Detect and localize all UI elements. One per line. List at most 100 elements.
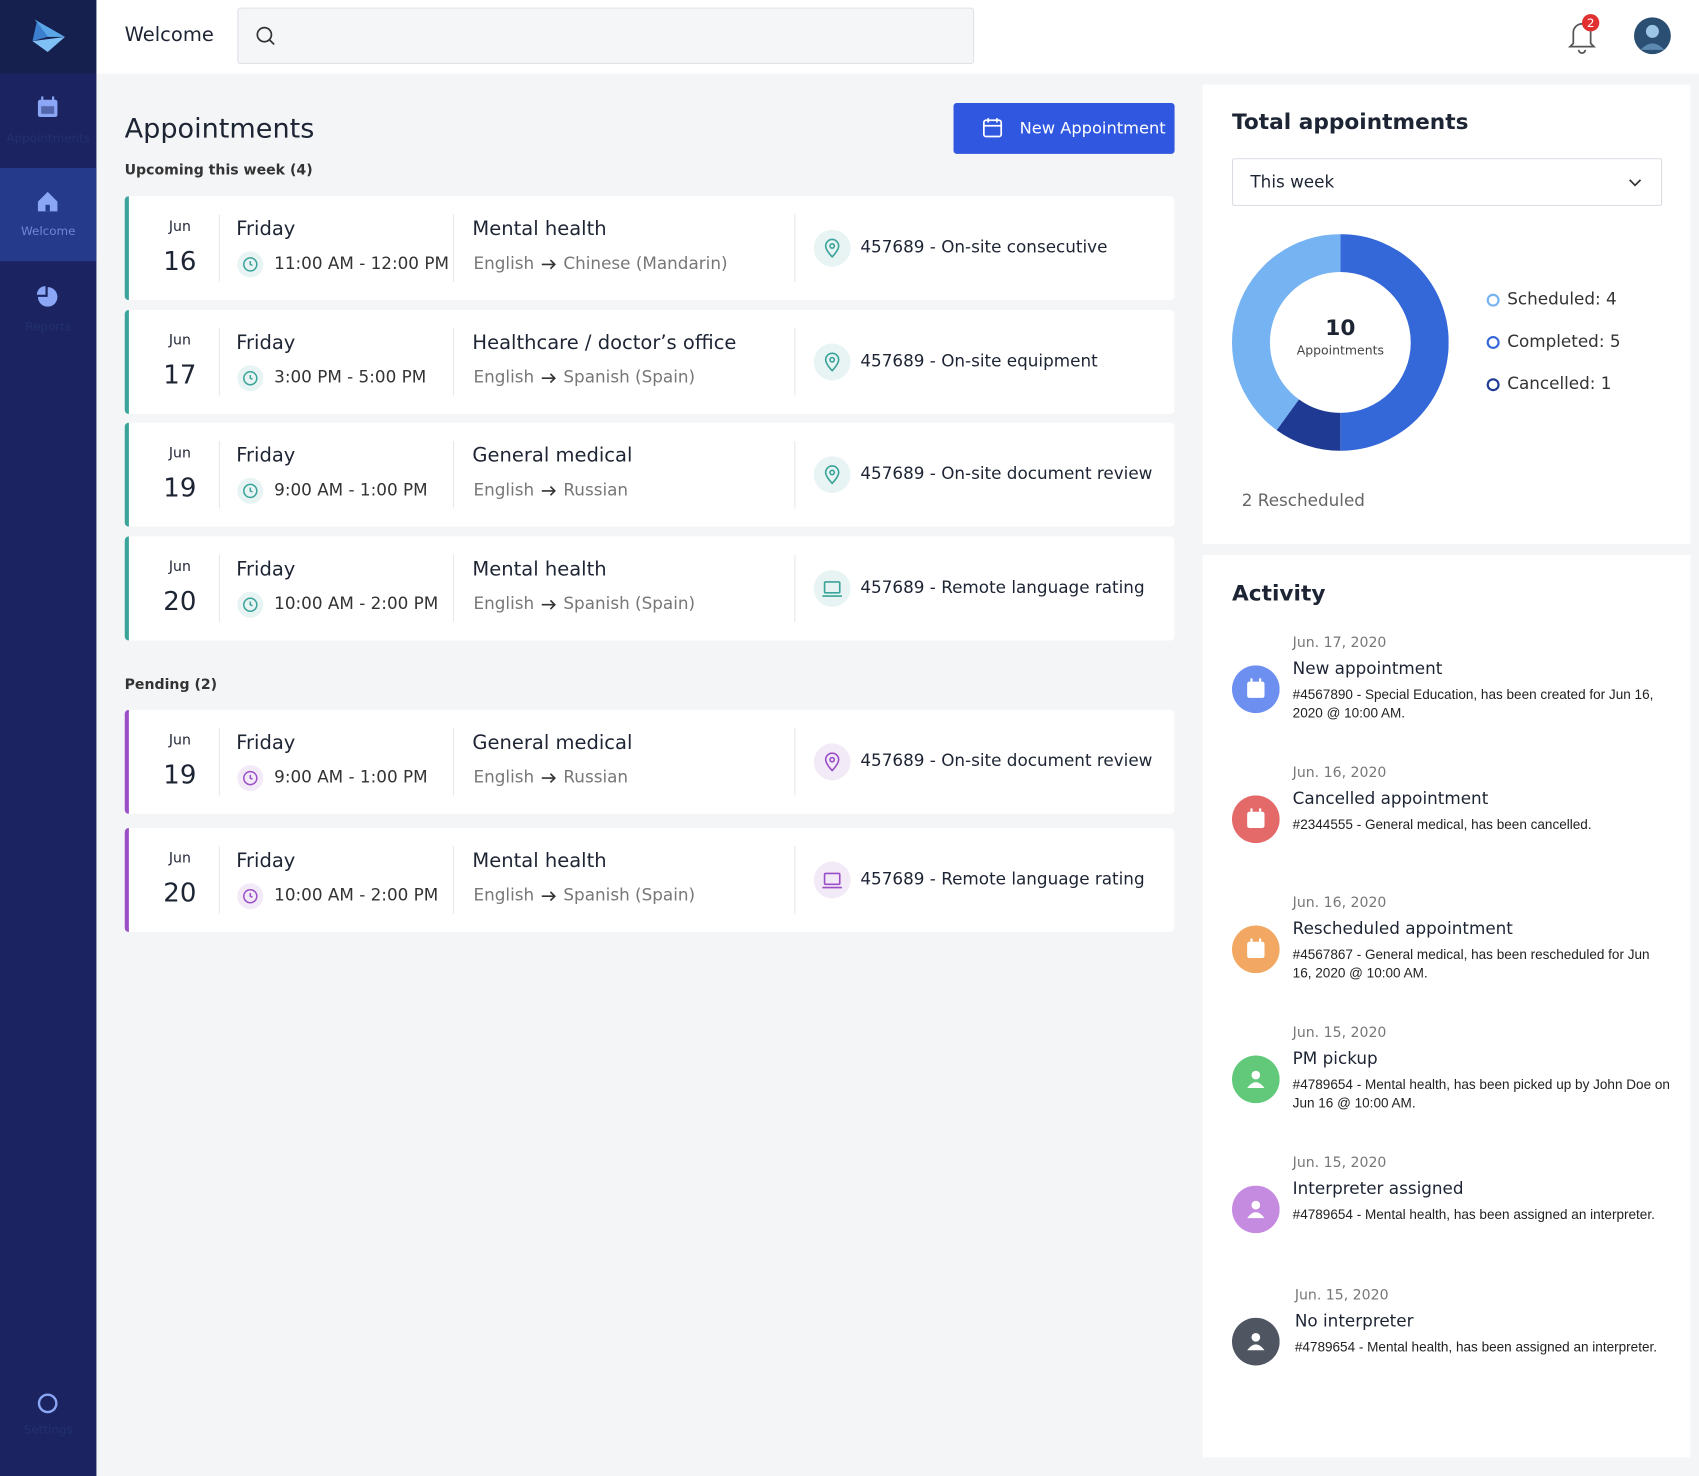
header-title: Welcome [124,23,214,47]
activity-text: #4789654 - Mental health, has been picke… [1292,1077,1670,1111]
time: 10:00 AM - 2:00 PM [274,593,439,614]
divider [794,441,796,509]
time: 9:00 AM - 1:00 PM [274,480,428,500]
activity-date: Jun. 16, 2020 [1292,895,1387,912]
language-to: Russian [563,480,629,500]
location: 457689 - On-site consecutive [860,237,1108,257]
donut-segment [1276,399,1341,451]
nav-label: Welcome [20,224,76,239]
nav-label: Appointments [6,131,90,146]
divider [218,441,220,509]
language-from: English [473,767,535,787]
activity-text: #4567890 - Special Education, has been c… [1292,687,1654,721]
activity-panel [1202,554,1691,1458]
language-to: Russian [563,767,629,787]
language-to: Spanish (Spain) [563,885,696,905]
activity-text: #4789654 - Mental health, has been assig… [1292,1207,1655,1223]
location-icon [813,743,851,781]
section-heading: Pending (2) [124,677,218,694]
search-icon [256,26,275,46]
clock-icon [237,251,264,278]
activity-text: #2344555 - General medical, has been can… [1292,817,1592,833]
panel-title: Activity [1231,579,1326,606]
divider [794,214,796,282]
day: 20 [163,586,197,617]
legend-label: Cancelled: 1 [1507,373,1612,394]
activity-icon [1231,1185,1280,1234]
arrow-icon [541,599,556,610]
divider [794,328,796,396]
day: 20 [163,877,197,909]
weekday: Friday [236,331,296,355]
activity-date: Jun. 15, 2020 [1292,1025,1387,1042]
appointment-card[interactable]: Jun 20 Friday 10:00 AM - 2:00 PM Mental heal… [124,536,1175,641]
page-title: Appointments [124,112,315,145]
logo [32,19,66,53]
divider [794,728,796,796]
appointment-card[interactable]: Jun 20 Friday 10:00 AM - 2:00 PM Mental heal… [124,827,1175,932]
clock-icon [237,365,264,392]
category: Mental health [472,558,607,581]
activity-icon [1231,795,1280,844]
appointment-card[interactable]: Jun 19 Friday 9:00 AM - 1:00 PM General medi… [124,422,1175,527]
language-from: English [473,253,535,274]
divider [452,214,455,282]
nav-label: Settings [23,1422,73,1437]
logo-area [0,0,97,74]
avatar[interactable] [1632,15,1673,56]
divider [218,214,220,282]
month: Jun [168,559,191,576]
location: 457689 - On-site document review [860,463,1153,484]
activity-date: Jun. 16, 2020 [1292,765,1387,782]
activity-title: No interpreter [1294,1311,1414,1331]
period-select[interactable]: This week [1231,158,1663,206]
time: 9:00 AM - 1:00 PM [274,767,428,787]
activity-title: Cancelled appointment [1292,788,1489,809]
language-from: English [473,885,535,905]
notifications[interactable]: 2 [1560,11,1614,59]
appointment-card[interactable]: Jun 16 Friday 11:00 AM - 12:00 PM Mental hea… [124,196,1175,301]
weekday: Friday [236,731,296,755]
arrow-icon [541,773,556,784]
day: 17 [163,359,197,391]
appointment-card[interactable]: Jun 19 Friday 9:00 AM - 1:00 PM General medi… [124,709,1175,814]
clock-icon [237,477,264,504]
arrow-icon [541,891,556,902]
arrow-icon [541,486,556,496]
divider [218,554,220,623]
language-from: English [473,480,535,500]
language-from: English [473,367,535,387]
activity-title: Rescheduled appointment [1292,918,1513,939]
location: 457689 - Remote language rating [860,577,1145,598]
divider [452,728,455,796]
day: 19 [163,472,197,503]
legend-label: Completed: 5 [1507,331,1621,352]
clock-icon [237,765,264,792]
month: Jun [168,445,191,462]
month: Jun [168,850,191,867]
activity-icon [1231,665,1280,714]
activity-title: PM pickup [1292,1049,1378,1069]
legend-label: Scheduled: 4 [1507,289,1617,309]
donut-chart [1231,234,1449,451]
activity-title: Interpreter assigned [1292,1179,1464,1199]
nav-icon [37,1393,58,1414]
language-from: English [473,593,535,614]
activity-icon [1231,1055,1280,1104]
new-appointment-button[interactable]: New Appointment [953,102,1175,154]
divider [452,328,455,396]
nav-active-bg [0,167,97,262]
appointment-card[interactable]: Jun 17 Friday 3:00 PM - 5:00 PM Healthcare /… [124,309,1175,414]
month: Jun [168,218,191,236]
notification-count: 2 [1587,16,1595,30]
activity-text: #4789654 - Mental health, has been assig… [1294,1339,1658,1355]
rescheduled: 2 Rescheduled [1241,490,1365,511]
day: 19 [163,759,197,791]
search-box[interactable] [237,7,975,64]
activity-title: New appointment [1292,658,1443,679]
activity-date: Jun. 15, 2020 [1294,1287,1389,1304]
divider [452,554,455,623]
legend-marker [1486,378,1500,392]
